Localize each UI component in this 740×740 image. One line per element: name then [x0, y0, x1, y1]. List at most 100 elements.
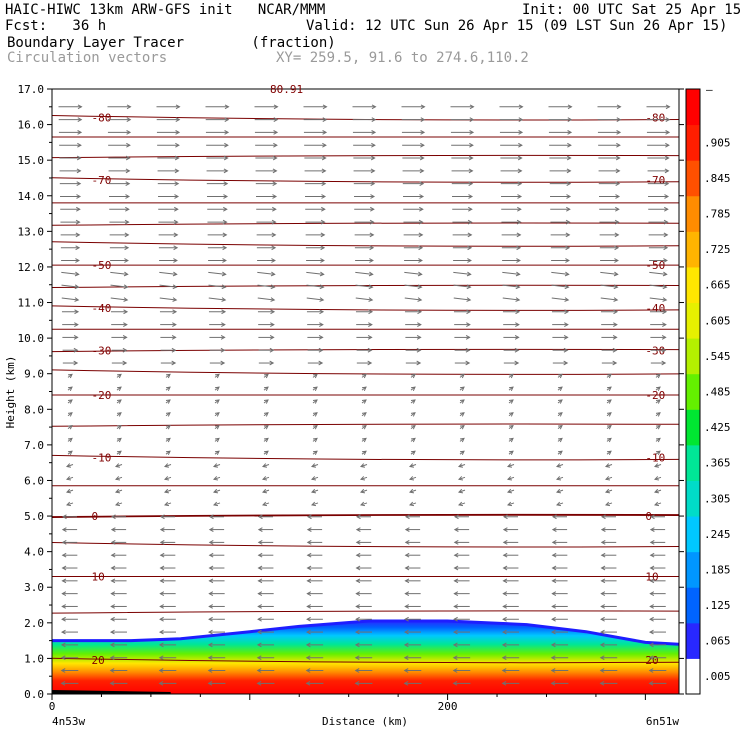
vector-arrow — [409, 488, 417, 494]
vector-head — [459, 437, 465, 443]
vector-head — [76, 168, 82, 174]
vector-head — [613, 309, 619, 315]
vector-head — [123, 271, 129, 277]
colorbar-label: .425 — [704, 421, 731, 434]
vector-arrow — [354, 668, 373, 673]
vector-head — [417, 309, 423, 315]
colorbar-top-label: – — [706, 83, 713, 96]
vector-head — [515, 309, 521, 315]
vector-arrow — [551, 565, 568, 571]
vector-head — [109, 655, 115, 661]
vector-arrow — [649, 540, 666, 545]
contour-line — [52, 284, 679, 289]
vector-arrow — [649, 271, 668, 277]
vector-arrow — [61, 258, 80, 263]
contour-line — [52, 423, 679, 427]
vector-arrow — [109, 680, 128, 686]
vector-head — [355, 565, 361, 571]
colorbar-swatch — [686, 338, 700, 375]
vector-head — [517, 194, 523, 199]
vector-head — [262, 488, 268, 494]
vector-shaft — [164, 502, 172, 506]
vector-head — [665, 130, 671, 135]
vector-arrow — [355, 527, 372, 532]
vector-head — [649, 527, 655, 532]
vector-head — [223, 206, 228, 212]
vector-arrow — [649, 591, 666, 596]
vector-arrow — [355, 604, 372, 609]
vector-arrow — [551, 297, 570, 302]
vector-arrow — [207, 245, 228, 251]
vector-head — [551, 616, 556, 622]
vector-arrow — [62, 347, 79, 353]
vector-arrow — [599, 680, 618, 686]
vector-head — [159, 578, 165, 584]
vector-head — [565, 219, 571, 225]
vector-arrow — [454, 322, 471, 327]
vector-head — [565, 245, 571, 251]
vector-head — [76, 181, 82, 187]
vector-arrow — [60, 642, 79, 648]
vector-arrow — [110, 284, 129, 290]
vector-arrow — [410, 412, 416, 417]
vector-arrow — [208, 540, 225, 545]
vector-head — [158, 668, 164, 673]
vector-head — [322, 117, 328, 122]
vector-arrow — [655, 450, 661, 456]
contour-label: -10 — [645, 451, 665, 464]
vector-arrow — [647, 168, 670, 174]
vector-arrow — [459, 399, 465, 404]
colorbar-swatch — [686, 160, 700, 197]
vector-head — [600, 552, 606, 558]
vector-arrow — [648, 680, 667, 686]
vector-arrow — [459, 450, 465, 456]
vector-arrow — [453, 591, 470, 596]
contour-label: 0 — [645, 510, 652, 523]
vector-arrow — [355, 540, 372, 545]
vector-head — [508, 373, 514, 379]
vector-arrow — [307, 322, 324, 327]
vector-arrow — [500, 142, 523, 148]
vector-head — [61, 578, 67, 584]
vector-head — [566, 155, 572, 161]
vector-arrow — [353, 168, 376, 174]
vector-head — [320, 232, 326, 238]
vector-head — [165, 412, 171, 417]
vector-arrow — [255, 142, 278, 148]
contour-label: -80 — [645, 111, 665, 124]
vector-arrow — [453, 284, 472, 290]
vector-arrow — [258, 335, 275, 340]
vector-head — [556, 501, 562, 507]
vector-arrow — [109, 642, 128, 648]
x-right-endpoint: 6n51w — [646, 715, 679, 728]
vector-arrow — [107, 117, 132, 122]
y-tick-label: 13.0 — [18, 225, 45, 238]
vector-head — [319, 322, 324, 327]
vector-arrow — [165, 386, 171, 392]
vector-arrow — [551, 578, 568, 584]
vector-head — [321, 155, 327, 161]
vector-head — [452, 642, 458, 648]
vector-shaft — [311, 502, 319, 506]
vector-shaft — [649, 271, 667, 275]
vector-head — [213, 501, 219, 507]
vector-head — [354, 655, 360, 661]
vector-arrow — [159, 297, 178, 302]
vector-arrow — [403, 219, 424, 225]
vector-arrow — [353, 142, 376, 148]
vector-head — [404, 591, 410, 596]
vector-arrow — [60, 655, 79, 661]
vector-arrow — [355, 284, 374, 290]
vector-arrow — [208, 514, 225, 520]
vector-head — [420, 130, 426, 135]
vector-shaft — [208, 284, 226, 288]
vector-head — [467, 232, 473, 238]
vector-arrow — [360, 501, 368, 507]
vector-arrow — [305, 194, 327, 199]
vector-arrow — [453, 616, 470, 622]
vector-head — [649, 616, 654, 622]
vector-head — [321, 194, 327, 199]
vector-head — [256, 629, 262, 635]
vector-arrow — [159, 591, 176, 596]
vector-arrow — [157, 181, 180, 187]
